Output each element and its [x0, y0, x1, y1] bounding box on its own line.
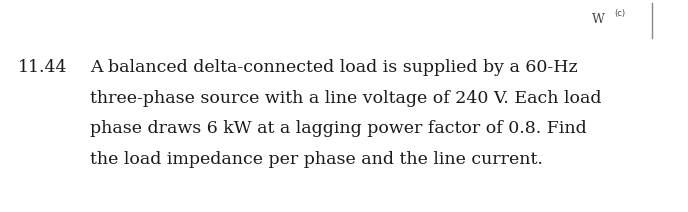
Text: three-phase source with a line voltage of 240 V. Each load: three-phase source with a line voltage o…	[90, 90, 601, 107]
Text: (c): (c)	[614, 9, 625, 18]
Text: 11.44: 11.44	[18, 59, 67, 76]
Text: W: W	[592, 13, 605, 26]
Text: phase draws 6 kW at a lagging power factor of 0.8. Find: phase draws 6 kW at a lagging power fact…	[90, 120, 587, 137]
Text: A balanced delta-connected load is supplied by a 60-Hz: A balanced delta-connected load is suppl…	[90, 59, 578, 76]
Text: the load impedance per phase and the line current.: the load impedance per phase and the lin…	[90, 151, 543, 168]
